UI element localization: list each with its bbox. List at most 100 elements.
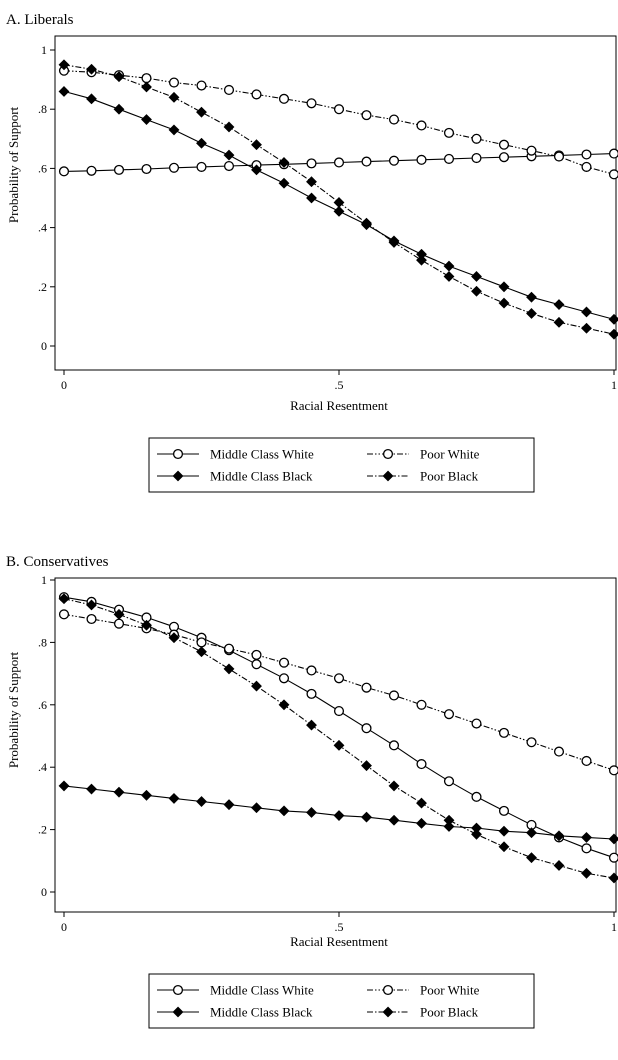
data-point-middle-class-white [471,152,482,164]
data-point-poor-black [388,780,400,792]
series-middle-class-white [58,592,618,863]
data-point-middle-class-black [498,825,510,837]
data-point-poor-black [141,619,152,631]
panel-liberals: A. Liberals Probability of Support Racia… [6,12,618,493]
legend-entry-middle-class-white: Middle Class White [157,447,314,462]
y-tick-label: .8 [38,635,47,649]
legend-swatch-marker [172,1006,184,1018]
series-poor-black [58,593,618,884]
data-point-poor-black [58,593,70,605]
legend-swatch-marker [382,448,394,460]
data-point-middle-class-black [113,786,125,798]
legend-label: Middle Class Black [210,469,313,484]
legend-entry-poor-white: Poor White [367,447,480,462]
data-point-poor-black [278,699,290,711]
data-point-poor-black [113,608,125,620]
data-point-poor-white [333,104,345,115]
data-point-poor-black [553,860,565,871]
data-point-poor-black [306,176,317,188]
data-point-middle-class-black [581,831,592,843]
data-point-middle-class-white [141,163,152,175]
data-point-middle-class-white [416,759,427,770]
x-tick-label: .5 [335,920,344,934]
data-point-poor-white [251,89,262,100]
data-point-poor-white [471,718,482,729]
data-point-poor-white [581,755,592,767]
data-point-poor-white [223,84,235,96]
data-point-middle-class-black [306,192,317,204]
data-point-poor-white [251,649,262,660]
data-point-middle-class-white [333,705,345,717]
legend-entry-middle-class-white: Middle Class White [157,983,314,998]
series-line-poor-white [63,70,615,175]
data-point-poor-black [223,663,235,675]
data-point-middle-class-black [278,805,290,817]
data-point-middle-class-black [333,810,345,821]
data-point-middle-class-black [526,827,537,839]
data-point-middle-class-black [443,260,455,272]
data-point-middle-class-black [58,780,70,792]
panel-title-liberals: A. Liberals [6,12,74,28]
data-point-middle-class-white [608,852,618,863]
data-point-poor-white [196,80,207,91]
data-point-poor-white [168,77,180,88]
legend-entry-middle-class-black: Middle Class Black [157,1005,313,1020]
data-point-middle-class-black [388,814,400,826]
data-point-middle-class-white [196,161,207,172]
data-point-poor-black [333,197,345,208]
legend-box-liberals [148,437,535,493]
data-point-middle-class-black [223,149,235,161]
panel-conservatives: B. Conservatives Probability of Support … [6,554,618,1029]
data-point-middle-class-white [86,165,97,176]
data-point-poor-white [526,145,537,156]
x-tick-label: 1 [611,920,617,934]
data-point-middle-class-black [553,299,565,310]
data-point-poor-black [498,297,510,309]
legend-entry-poor-black: Poor Black [367,1005,479,1020]
data-point-poor-white [196,637,207,648]
data-point-poor-black [86,599,97,611]
y-tick-label: .2 [38,823,47,837]
axes-conservatives: 0 .2 .4 .6 .8 1 0 .5 1 [38,573,617,934]
data-point-middle-class-black [553,830,565,842]
data-point-poor-black [443,271,455,282]
data-point-middle-class-black [113,103,125,115]
data-point-poor-black [498,841,510,853]
x-axis-title-conservatives: Racial Resentment [290,934,388,949]
data-point-poor-black [608,328,618,340]
y-axis-title-conservatives: Probability of Support [6,651,21,768]
data-point-middle-class-black [526,291,537,303]
legend-entry-poor-black: Poor Black [367,469,479,484]
data-point-poor-black [196,106,207,118]
data-point-middle-class-white [388,740,400,751]
data-point-poor-white [443,709,455,720]
y-tick-label: .4 [38,221,47,235]
y-axis-title-liberals: Probability of Support [6,106,21,223]
data-point-poor-white [278,93,290,104]
data-point-poor-white [388,114,400,125]
data-point-poor-black [388,236,400,248]
data-point-middle-class-white [251,659,262,670]
y-tick-label: 0 [41,339,47,353]
legend-label: Poor Black [420,469,479,484]
data-point-poor-white [141,73,152,84]
legend-label: Poor Black [420,1005,479,1020]
series-poor-black [58,59,618,340]
data-point-middle-class-white [361,723,372,734]
data-point-middle-class-black [471,271,482,282]
x-tick-label: 1 [611,378,617,392]
data-point-poor-white [443,127,455,138]
data-point-poor-white [553,151,565,162]
data-point-poor-black [361,760,372,772]
data-point-poor-white [113,618,125,629]
data-point-middle-class-black [306,807,317,818]
legend-swatch-marker [382,1006,394,1018]
data-point-middle-class-black [581,306,592,318]
y-tick-label: 1 [41,573,47,587]
data-point-poor-black [251,139,262,151]
data-point-poor-white [608,765,618,776]
data-point-poor-white [498,139,510,150]
x-axis-title-liberals: Racial Resentment [290,398,388,413]
data-point-poor-black [471,285,482,297]
